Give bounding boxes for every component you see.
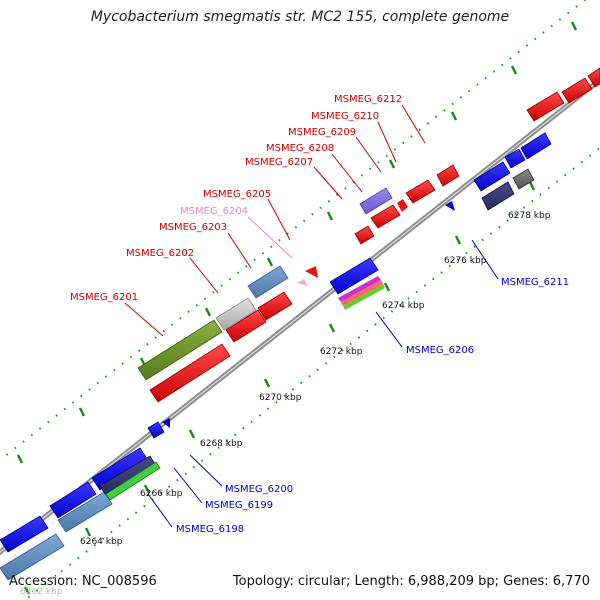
gene-MSMEG_6206[interactable] bbox=[329, 257, 379, 295]
leader-MSMEG_6203 bbox=[227, 232, 252, 269]
leader-MSMEG_6207 bbox=[313, 166, 343, 200]
gene-label-MSMEG_6202[interactable]: MSMEG_6202 bbox=[126, 248, 194, 259]
gene-steel-left-1[interactable] bbox=[0, 533, 65, 581]
leader-MSMEG_6206 bbox=[375, 311, 403, 348]
gene-MSMEG_6204[interactable] bbox=[297, 279, 308, 286]
gene-MSMEG_6212[interactable] bbox=[436, 164, 460, 187]
gene-rev-left-5[interactable] bbox=[162, 418, 170, 428]
gene-far-right-3[interactable] bbox=[587, 67, 600, 88]
tick-label: 6272 kbp bbox=[320, 347, 363, 357]
inner-dotted-ring bbox=[23, 146, 600, 600]
accession-text: Accession: NC_008596 bbox=[9, 574, 157, 589]
gene-label-MSMEG_6207[interactable]: MSMEG_6207 bbox=[245, 157, 313, 168]
gene-label-MSMEG_6210[interactable]: MSMEG_6210 bbox=[311, 111, 379, 122]
leader-MSMEG_6212 bbox=[401, 104, 426, 144]
gene-fwd-inner-2[interactable] bbox=[225, 309, 267, 343]
tick-label: 6264 kbp bbox=[80, 537, 123, 547]
tick-label: 6278 kbp bbox=[508, 211, 551, 221]
tick-marks bbox=[16, 21, 578, 595]
leader-MSMEG_6199 bbox=[173, 467, 203, 504]
gene-far-right-1[interactable] bbox=[526, 91, 565, 122]
gene-fwd-inner-3[interactable] bbox=[257, 291, 293, 321]
tick-label: 6274 kbp bbox=[382, 301, 425, 311]
gene-rev-left-4[interactable] bbox=[147, 421, 165, 439]
gene-MSMEG_6201[interactable] bbox=[137, 319, 223, 381]
leader-MSMEG_6209 bbox=[355, 136, 382, 173]
gene-label-MSMEG_6200[interactable]: MSMEG_6200 bbox=[225, 484, 293, 495]
gene-rev-right-2[interactable] bbox=[520, 132, 552, 160]
genome-summary-text: Topology: circular; Length: 6,988,209 bp… bbox=[232, 574, 590, 589]
gene-label-MSMEG_6201[interactable]: MSMEG_6201 bbox=[70, 292, 138, 303]
leader-MSMEG_6211 bbox=[471, 239, 499, 280]
gene-label-MSMEG_6208[interactable]: MSMEG_6208 bbox=[266, 143, 334, 154]
gene-label-MSMEG_6198[interactable]: MSMEG_6198 bbox=[176, 524, 244, 535]
gene-rev-navy-right[interactable] bbox=[481, 181, 515, 211]
tick-label: 6268 kbp bbox=[200, 439, 243, 449]
gene-steel-left-2[interactable] bbox=[57, 491, 113, 533]
gene-MSMEG_6211[interactable] bbox=[473, 161, 511, 192]
tick-label: 6270 kbp bbox=[259, 393, 302, 403]
gene-rev-left-1[interactable] bbox=[0, 515, 49, 553]
tick-label: 6266 kbp bbox=[140, 489, 183, 499]
gene-label-MSMEG_6209[interactable]: MSMEG_6209 bbox=[288, 127, 356, 138]
leader-MSMEG_6204 bbox=[247, 216, 293, 259]
gene-label-MSMEG_6211[interactable]: MSMEG_6211 bbox=[501, 277, 569, 288]
gene-label-MSMEG_6206[interactable]: MSMEG_6206 bbox=[406, 345, 474, 356]
gene-label-MSMEG_6204[interactable]: MSMEG_6204 bbox=[180, 206, 248, 217]
leader-MSMEG_6200 bbox=[189, 454, 223, 487]
gene-MSMEG_6210[interactable] bbox=[405, 179, 436, 204]
tick-label: 6276 kbp bbox=[444, 256, 487, 266]
gene-label-MSMEG_6199[interactable]: MSMEG_6199 bbox=[205, 500, 273, 511]
gene-fwd-inner-1[interactable] bbox=[149, 343, 231, 403]
leader-MSMEG_6198 bbox=[147, 493, 173, 528]
gene-MSMEG_6203[interactable] bbox=[247, 265, 289, 299]
leader-MSMEG_6208 bbox=[331, 153, 363, 193]
tick-label: 6262 kbp bbox=[20, 587, 63, 597]
gene-MSMEG_6207[interactable] bbox=[354, 225, 375, 245]
gene-label-MSMEG_6203[interactable]: MSMEG_6203 bbox=[159, 222, 227, 233]
leader-MSMEG_6205 bbox=[267, 198, 291, 241]
gene-MSMEG_6205[interactable] bbox=[305, 266, 318, 278]
gene-rev-left-2[interactable] bbox=[49, 481, 97, 519]
gene-MSMEG_6199[interactable] bbox=[105, 461, 161, 501]
gene-rev-mid-small[interactable] bbox=[445, 201, 455, 211]
leader-MSMEG_6202 bbox=[189, 257, 219, 294]
gene-MSMEG_6206-multi[interactable] bbox=[338, 276, 385, 310]
gene-rev-grey-right[interactable] bbox=[512, 168, 535, 190]
gene-MSMEG_6208[interactable] bbox=[359, 187, 393, 215]
map-title: Mycobacterium smegmatis str. MC2 155, co… bbox=[90, 9, 510, 25]
gene-label-MSMEG_6205[interactable]: MSMEG_6205 bbox=[203, 189, 271, 200]
leader-MSMEG_6210 bbox=[377, 121, 397, 163]
gene-MSMEG_6209-a[interactable] bbox=[370, 204, 401, 229]
gene-MSMEG_6202[interactable] bbox=[215, 297, 257, 331]
gene-far-right-2[interactable] bbox=[561, 77, 593, 104]
gene-MSMEG_6209[interactable] bbox=[397, 199, 408, 212]
gene-label-MSMEG_6212[interactable]: MSMEG_6212 bbox=[334, 94, 402, 105]
leader-MSMEG_6201 bbox=[124, 302, 164, 337]
gene-rev-right-1[interactable] bbox=[504, 148, 526, 169]
